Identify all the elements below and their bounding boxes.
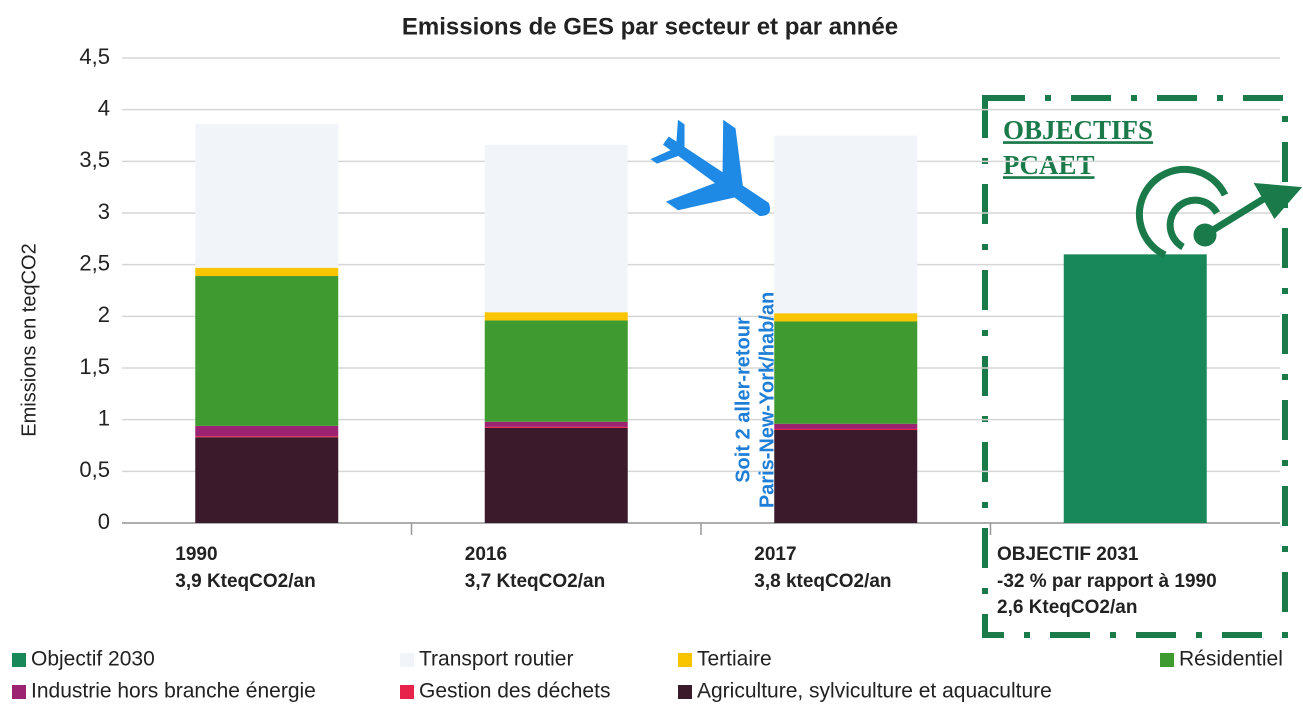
bar-segment — [195, 124, 339, 268]
plot: 0 0,5 1 1,5 2 2,5 3 3,5 4 4,5 — [79, 44, 1280, 535]
legend-label: Agriculture, sylviculture et aquaculture — [697, 680, 1052, 703]
legend-label: Industrie hors branche énergie — [31, 680, 316, 703]
bar-segment — [484, 426, 628, 428]
x-tick-label: OBJECTIF 2031 — [997, 544, 1139, 565]
y-tick-label: 3,5 — [79, 147, 110, 172]
bar-segment — [774, 135, 918, 314]
bar-segment — [774, 430, 918, 523]
legend-swatch — [400, 685, 414, 699]
legend-swatch — [12, 653, 26, 667]
flight-annotation: Soit 2 aller-retour — [732, 317, 754, 483]
legend-swatch — [1160, 653, 1174, 667]
bar-segment — [774, 313, 918, 322]
pcaet-label: OBJECTIFS — [1003, 115, 1153, 145]
y-tick-label: 4,5 — [79, 44, 110, 69]
category-note: 3,8 kteqCO2/an — [754, 571, 891, 592]
bar-segment — [774, 428, 918, 430]
bar-segment — [1063, 254, 1207, 524]
legend-label: Tertiaire — [697, 648, 772, 671]
category-note: 2,6 KteqCO2/an — [997, 597, 1137, 618]
x-tick-label: 1990 — [175, 544, 217, 565]
legend-label: Objectif 2030 — [31, 648, 155, 671]
legend-label: Résidentiel — [1179, 648, 1283, 671]
legend-swatch — [678, 653, 692, 667]
flight-annotation: Paris-New-York/hab/an — [756, 292, 778, 508]
y-axis-label: Emissions en teqCO2 — [18, 243, 40, 436]
bar-segment — [774, 321, 918, 424]
legend-swatch — [678, 685, 692, 699]
bar-segment — [195, 437, 339, 523]
objective-box — [982, 95, 1288, 638]
y-tick-label: 4 — [98, 95, 110, 120]
pcaet-label: PCAET — [1003, 150, 1095, 180]
plane-icon — [650, 119, 771, 216]
legend-label: Transport routier — [419, 648, 573, 671]
bar-segment — [484, 421, 628, 427]
category-note: 3,7 KteqCO2/an — [465, 571, 605, 592]
legend-label: Gestion des déchets — [419, 680, 610, 703]
y-tick-label: 0 — [98, 509, 110, 534]
legend-swatch — [400, 653, 414, 667]
y-tick-label: 2 — [98, 302, 110, 327]
x-tick-label: 2016 — [465, 544, 507, 565]
y-tick-label: 3 — [98, 199, 110, 224]
bar-segment — [195, 276, 339, 426]
y-tick-label: 1 — [98, 405, 110, 430]
bar-segment — [484, 427, 628, 523]
y-tick-label: 2,5 — [79, 250, 110, 275]
bar-segment — [484, 320, 628, 422]
category-note: 3,9 KteqCO2/an — [175, 571, 315, 592]
y-tick-label: 0,5 — [79, 457, 110, 482]
bar-segment — [484, 312, 628, 321]
chart-title: Emissions de GES par secteur et par anné… — [402, 13, 898, 40]
category-note: -32 % par rapport à 1990 — [997, 571, 1217, 592]
y-tick-label: 1,5 — [79, 354, 110, 379]
target-icon — [1135, 165, 1303, 259]
x-tick-label: 2017 — [754, 544, 796, 565]
bar-segment — [195, 425, 339, 437]
legend-swatch — [12, 685, 26, 699]
bar-segment — [484, 144, 628, 313]
bar-segment — [774, 423, 918, 429]
bar-segment — [195, 436, 339, 438]
bar-segment — [195, 267, 339, 277]
